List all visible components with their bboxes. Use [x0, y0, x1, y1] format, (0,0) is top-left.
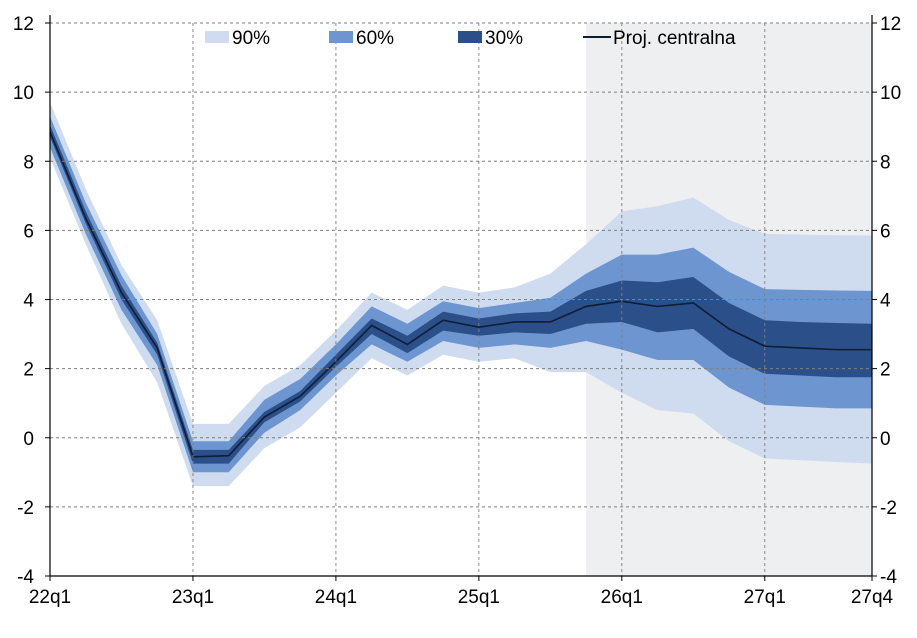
y-tick-label-right: 0: [880, 429, 891, 450]
y-tick-label-left: 12: [13, 14, 34, 35]
legend-swatch-60: [329, 31, 353, 43]
x-tick-label: 22q1: [29, 587, 71, 608]
y-tick-label-left: 0: [23, 429, 34, 450]
central-projection-line: [49, 131, 872, 458]
x-tick-label: 27q1: [744, 587, 786, 608]
x-tick-label: 24q1: [315, 587, 357, 608]
y-tick-label-left: 6: [23, 221, 34, 242]
band-30: [50, 124, 872, 464]
y-axis-right-ticks: 12 10 8 6 4 2 0 -2 -4: [880, 14, 901, 588]
legend-swatch-30: [458, 31, 482, 43]
y-tick-label-left: 8: [23, 152, 34, 173]
y-tick-label-right: 12: [880, 14, 901, 35]
legend-label-60: 60%: [356, 28, 394, 49]
y-tick-label-left: 2: [23, 360, 34, 381]
x-axis-ticks: 22q1 23q1 24q1 25q1 26q1 27q1 27q4: [29, 587, 894, 608]
legend: 90% 60% 30% Proj. centralna: [205, 28, 736, 49]
gridlines: [50, 22, 872, 576]
x-tick-label: 23q1: [172, 587, 214, 608]
y-tick-label-right: -2: [880, 498, 897, 519]
legend-label-30: 30%: [485, 28, 523, 49]
band-90: [50, 102, 872, 487]
y-tick-label-left: -2: [17, 498, 34, 519]
y-tick-label-right: -4: [880, 567, 897, 588]
x-tick-label: 27q4: [851, 587, 894, 608]
legend-label-central: Proj. centralna: [613, 28, 736, 49]
y-tick-label-left: -4: [17, 567, 34, 588]
legend-swatch-90: [205, 31, 229, 43]
axes: [45, 15, 877, 581]
y-axis-left-ticks: 12 10 8 6 4 2 0 -2 -4: [13, 14, 35, 588]
x-tick-label: 25q1: [458, 587, 500, 608]
y-tick-label-right: 4: [880, 291, 891, 312]
y-tick-label-right: 8: [880, 152, 891, 173]
x-tick-label: 26q1: [601, 587, 643, 608]
legend-label-90: 90%: [232, 28, 270, 49]
y-tick-label-left: 4: [23, 291, 34, 312]
y-tick-label-right: 6: [880, 221, 891, 242]
fan-bands: [50, 102, 872, 487]
y-tick-label-right: 10: [880, 83, 901, 104]
y-tick-label-left: 10: [13, 83, 34, 104]
y-tick-label-right: 2: [880, 360, 891, 381]
